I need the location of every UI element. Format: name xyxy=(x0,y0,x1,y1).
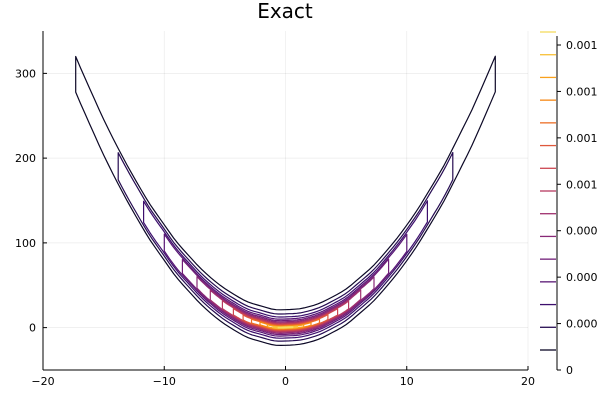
colorbar-tick-label-5: 0.001 xyxy=(566,132,598,145)
contour-level-6 xyxy=(196,276,375,334)
colorbar-tick-label-6: 0.001 xyxy=(566,85,598,98)
y-tick-label-3: 300 xyxy=(15,67,36,80)
colorbar-tick-label-4: 0.001 xyxy=(566,178,598,191)
colorbar: 0 0.000 0.000 0.000 0.001 0.001 0.001 0.001 xyxy=(540,31,598,377)
contour-level-1 xyxy=(75,55,496,346)
y-tick-label-0: 0 xyxy=(29,322,36,335)
contour-level-7 xyxy=(209,289,362,333)
contour-lines xyxy=(75,55,496,346)
x-tick-label-1: −10 xyxy=(153,375,176,388)
colorbar-tick-label-0: 0 xyxy=(566,364,573,377)
x-tick-label-3: 10 xyxy=(400,375,414,388)
contour-level-5 xyxy=(181,258,390,336)
chart-title: Exact xyxy=(257,0,313,23)
contour-level-9 xyxy=(232,308,339,332)
colorbar-tick-label-3: 0.000 xyxy=(566,225,598,238)
x-tick-label-0: −20 xyxy=(31,375,54,388)
colorbar-tick-label-1: 0.000 xyxy=(566,318,598,331)
x-tick-label-2: 0 xyxy=(282,375,289,388)
contour-level-15 xyxy=(277,326,294,329)
x-tick-label-4: 20 xyxy=(521,375,535,388)
contour-level-8 xyxy=(221,300,350,333)
contour-level-2 xyxy=(117,151,454,342)
contour-level-4 xyxy=(163,233,408,337)
colorbar-tick-label-2: 0.000 xyxy=(566,271,598,284)
contour-level-3 xyxy=(143,200,428,339)
y-tick-label-1: 100 xyxy=(15,237,36,250)
colorbar-tick-label-7: 0.001 xyxy=(566,39,598,52)
y-tick-label-2: 200 xyxy=(15,152,36,165)
